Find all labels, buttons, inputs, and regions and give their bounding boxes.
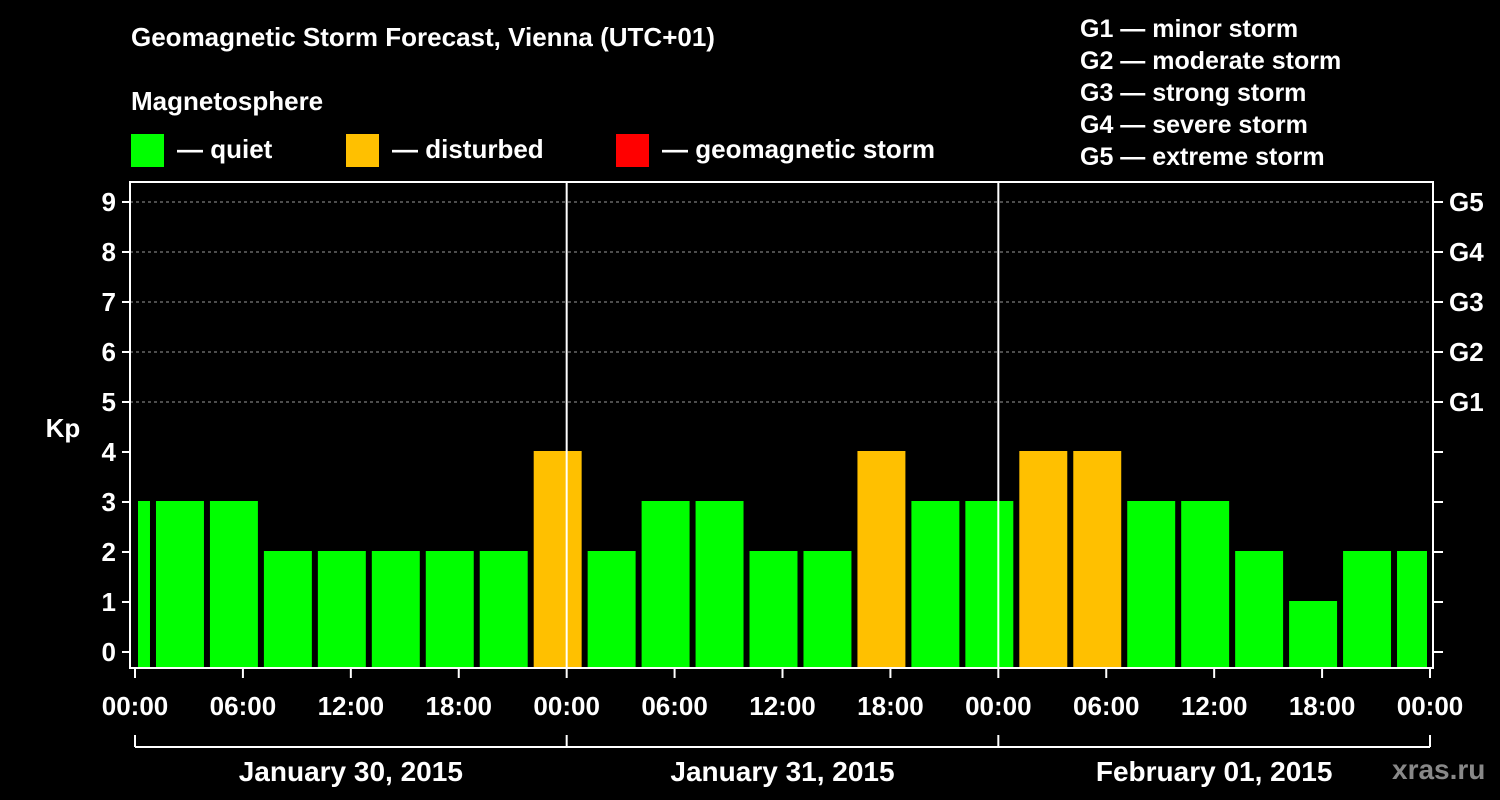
kp-bar bbox=[317, 551, 366, 668]
kp-bar bbox=[425, 551, 474, 668]
y-tick-label: 9 bbox=[102, 187, 116, 217]
x-tick-label: 12:00 bbox=[1181, 691, 1248, 721]
y-tick-label: 8 bbox=[102, 237, 116, 267]
kp-bar bbox=[695, 501, 744, 668]
g-level-label: G3 bbox=[1449, 287, 1484, 317]
x-tick-label: 12:00 bbox=[749, 691, 816, 721]
kp-bar bbox=[1289, 601, 1338, 668]
g-level-label: G5 bbox=[1449, 187, 1484, 217]
kp-bar bbox=[857, 451, 906, 668]
x-tick-label: 00:00 bbox=[533, 691, 600, 721]
x-tick-label: 12:00 bbox=[318, 691, 385, 721]
disturbed-swatch bbox=[346, 134, 379, 167]
disturbed-label: — disturbed bbox=[392, 134, 544, 164]
quiet-swatch bbox=[131, 134, 164, 167]
kp-bar bbox=[641, 501, 690, 668]
x-tick-label: 00:00 bbox=[1397, 691, 1464, 721]
kp-bar bbox=[479, 551, 528, 668]
kp-bar bbox=[155, 501, 204, 668]
y-axis-label: Kp bbox=[46, 413, 81, 443]
y-tick-label: 2 bbox=[102, 537, 116, 567]
chart-title: Geomagnetic Storm Forecast, Vienna (UTC+… bbox=[131, 22, 715, 52]
y-tick-label: 0 bbox=[102, 637, 116, 667]
g-scale-legend: G1 — minor storm G2 — moderate storm G3 … bbox=[1080, 13, 1341, 173]
storm-label: — geomagnetic storm bbox=[662, 134, 936, 164]
day-label: February 01, 2015 bbox=[1096, 756, 1333, 787]
kp-bar bbox=[1127, 501, 1176, 668]
kp-bar bbox=[1235, 551, 1284, 668]
g-scale-item: G3 — strong storm bbox=[1080, 79, 1307, 107]
kp-bar bbox=[1181, 501, 1230, 668]
kp-bar bbox=[749, 551, 798, 668]
kp-bar bbox=[263, 551, 312, 668]
y-tick-label: 1 bbox=[102, 587, 116, 617]
kp-bar bbox=[371, 551, 420, 668]
kp-bar bbox=[533, 451, 582, 668]
g-scale-item: G1 — minor storm bbox=[1080, 15, 1299, 43]
y-tick-label: 7 bbox=[102, 287, 116, 317]
g-level-label: G2 bbox=[1449, 337, 1484, 367]
x-tick-label: 06:00 bbox=[210, 691, 277, 721]
kp-bar bbox=[1019, 451, 1068, 668]
x-tick-label: 06:00 bbox=[641, 691, 708, 721]
x-tick-label: 06:00 bbox=[1073, 691, 1140, 721]
x-tick-label: 18:00 bbox=[1289, 691, 1356, 721]
g-scale-item: G2 — moderate storm bbox=[1080, 47, 1342, 75]
x-tick-label: 00:00 bbox=[102, 691, 169, 721]
kp-bar bbox=[803, 551, 852, 668]
y-tick-label: 4 bbox=[102, 437, 117, 467]
y-tick-label: 3 bbox=[102, 487, 116, 517]
watermark: xras.ru bbox=[1392, 754, 1486, 785]
g-scale-item: G4 — severe storm bbox=[1080, 111, 1308, 139]
kp-bar bbox=[911, 501, 960, 668]
kp-bar bbox=[587, 551, 636, 668]
storm-swatch bbox=[616, 134, 649, 167]
y-tick-label: 5 bbox=[102, 387, 116, 417]
x-tick-label: 00:00 bbox=[965, 691, 1032, 721]
kp-bar bbox=[965, 501, 1014, 668]
day-label: January 31, 2015 bbox=[670, 756, 894, 787]
kp-bar bbox=[1073, 451, 1122, 668]
kp-bar bbox=[1397, 551, 1427, 668]
quiet-label: — quiet bbox=[177, 134, 273, 164]
day-label: January 30, 2015 bbox=[239, 756, 463, 787]
kp-bar bbox=[209, 501, 258, 668]
y-tick-label: 6 bbox=[102, 337, 116, 367]
g-level-label: G1 bbox=[1449, 387, 1484, 417]
kp-bar bbox=[138, 501, 150, 668]
kp-bar bbox=[1343, 551, 1392, 668]
x-tick-label: 18:00 bbox=[857, 691, 924, 721]
g-level-label: G4 bbox=[1449, 237, 1484, 267]
magnetosphere-heading: Magnetosphere bbox=[131, 86, 324, 116]
g-scale-item: G5 — extreme storm bbox=[1080, 143, 1325, 171]
x-tick-label: 18:00 bbox=[426, 691, 493, 721]
